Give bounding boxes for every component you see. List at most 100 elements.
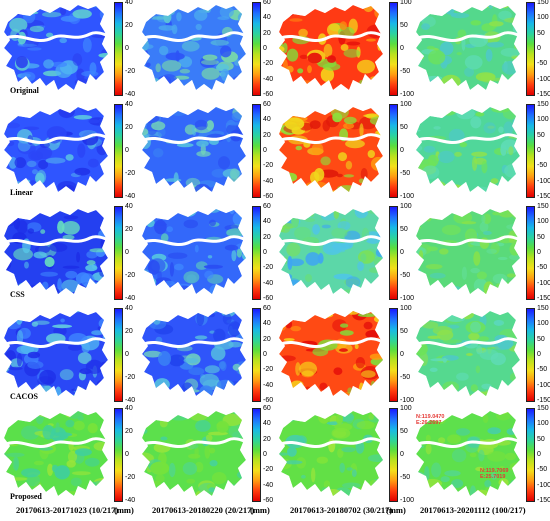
deformation-patch bbox=[220, 45, 232, 58]
deformation-patch bbox=[445, 289, 460, 294]
colorbar-tick-label: 150 bbox=[537, 203, 549, 210]
deformation-patch bbox=[286, 12, 294, 17]
deformation-patch bbox=[51, 5, 68, 6]
deformation-patch bbox=[89, 77, 99, 82]
deformation-patch bbox=[142, 386, 146, 394]
deformation-patch bbox=[469, 485, 477, 496]
deformation-patch bbox=[279, 384, 287, 395]
deformation-patch bbox=[354, 343, 359, 349]
deformation-patch bbox=[236, 204, 248, 209]
colorbar-tick-label: -60 bbox=[263, 91, 274, 98]
deformation-patch bbox=[499, 210, 508, 216]
deformation-patch bbox=[73, 115, 92, 120]
deformation-patch bbox=[61, 279, 80, 293]
deformation-patch bbox=[187, 389, 200, 393]
deformation-patch bbox=[227, 483, 246, 494]
deformation-patch bbox=[241, 6, 246, 11]
colorbar bbox=[526, 206, 535, 300]
colorbar-tick-label: 50 bbox=[537, 29, 545, 37]
deformation-patch bbox=[483, 281, 495, 294]
deformation-patch bbox=[322, 489, 343, 496]
colorbar-tick-label: 0 bbox=[263, 249, 267, 256]
deformation-patch bbox=[201, 59, 219, 65]
colorbar-tick-label: 40 bbox=[125, 0, 133, 6]
deformation-patch bbox=[298, 28, 308, 38]
deformation-patch bbox=[475, 365, 481, 374]
deformation-patch bbox=[381, 273, 383, 287]
deformation-patch bbox=[91, 330, 104, 336]
deformation-patch bbox=[96, 291, 108, 294]
deformation-patch bbox=[341, 306, 353, 311]
colorbar-tick-label: 20 bbox=[125, 428, 133, 435]
deformation-patch bbox=[199, 385, 213, 396]
colorbar-tick-label: 0 bbox=[400, 249, 404, 256]
deformation-patch bbox=[368, 413, 374, 420]
deformation-patch bbox=[281, 494, 300, 496]
colorbar-tick-label: 100 bbox=[537, 420, 549, 428]
deformation-patch bbox=[65, 419, 75, 428]
deformation-patch bbox=[40, 229, 46, 234]
deformation-patch bbox=[416, 392, 428, 396]
deformation-patch bbox=[447, 434, 461, 444]
colorbar-tick-label: 0 bbox=[125, 45, 129, 52]
deformation-patch bbox=[418, 250, 424, 260]
deformation-patch bbox=[295, 80, 313, 84]
deformation-patch bbox=[155, 63, 161, 73]
deformation-patch bbox=[470, 267, 480, 274]
deformation-patch bbox=[287, 311, 301, 315]
deformation-patch bbox=[146, 218, 155, 228]
deformation-patch bbox=[375, 182, 383, 192]
map-panel: 60 40 20 0 -20 -40 -60 bbox=[138, 0, 274, 100]
deformation-patch bbox=[59, 37, 67, 44]
deformation-patch bbox=[101, 311, 107, 315]
colorbar-tick-label: -100 bbox=[537, 481, 550, 489]
deformation-patch bbox=[182, 462, 198, 475]
deformation-patch bbox=[279, 452, 291, 456]
deformation-patch bbox=[241, 124, 246, 132]
deformation-patch bbox=[228, 321, 242, 337]
deformation-patch bbox=[346, 467, 353, 471]
deformation-patch bbox=[486, 248, 497, 254]
deformation-patch bbox=[284, 117, 305, 131]
deformation-patch bbox=[343, 122, 355, 129]
colorbar bbox=[389, 408, 398, 502]
deformation-patch bbox=[4, 5, 9, 12]
deformation-patch bbox=[481, 214, 486, 224]
row-label: Original bbox=[10, 86, 39, 95]
deformation-patch bbox=[189, 411, 208, 421]
deformation-patch bbox=[218, 361, 226, 370]
deformation-patch bbox=[160, 233, 169, 243]
deformation-map bbox=[138, 0, 248, 96]
river-channel bbox=[143, 133, 247, 145]
deformation-patch bbox=[105, 275, 108, 287]
river-channel bbox=[143, 437, 247, 449]
colorbar-tick-label: 0 bbox=[537, 351, 541, 358]
deformation-patch bbox=[184, 213, 191, 217]
deformation-patch bbox=[158, 107, 178, 111]
deformation-patch bbox=[377, 41, 382, 51]
deformation-patch bbox=[77, 352, 92, 364]
deformation-patch bbox=[39, 296, 57, 300]
deformation-patch bbox=[204, 444, 211, 459]
deformation-patch bbox=[155, 392, 164, 396]
colorbar-tick-label: -50 bbox=[400, 170, 411, 177]
deformation-patch bbox=[279, 387, 289, 395]
colorbar-tick-label: -20 bbox=[263, 162, 274, 170]
deformation-patch bbox=[433, 126, 441, 130]
deformation-patch bbox=[80, 273, 95, 287]
deformation-patch bbox=[472, 156, 478, 171]
deformation-patch bbox=[65, 154, 74, 161]
deformation-patch bbox=[2, 306, 10, 309]
deformation-patch bbox=[165, 52, 185, 61]
deformation-patch bbox=[158, 80, 170, 89]
deformation-patch bbox=[483, 122, 496, 134]
deformation-patch bbox=[363, 493, 369, 496]
colorbar-tick-label: 0 bbox=[263, 451, 267, 458]
colorbar-tick-label: -60 bbox=[263, 295, 274, 302]
deformation-patch bbox=[169, 415, 189, 421]
deformation-patch bbox=[322, 241, 342, 255]
deformation-patch bbox=[5, 140, 15, 147]
deformation-patch bbox=[362, 5, 375, 13]
deformation-patch bbox=[416, 495, 430, 496]
